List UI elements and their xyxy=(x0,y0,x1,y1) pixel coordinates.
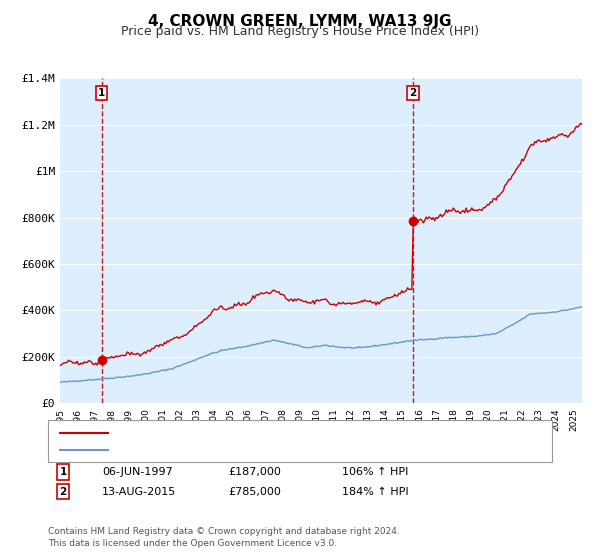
Text: 1: 1 xyxy=(98,88,106,98)
Text: 1: 1 xyxy=(59,467,67,477)
Text: 184% ↑ HPI: 184% ↑ HPI xyxy=(342,487,409,497)
Text: 4, CROWN GREEN, LYMM, WA13 9JG (detached house): 4, CROWN GREEN, LYMM, WA13 9JG (detached… xyxy=(114,428,415,438)
Text: Price paid vs. HM Land Registry's House Price Index (HPI): Price paid vs. HM Land Registry's House … xyxy=(121,25,479,38)
Text: 4, CROWN GREEN, LYMM, WA13 9JG: 4, CROWN GREEN, LYMM, WA13 9JG xyxy=(148,14,452,29)
Text: 2: 2 xyxy=(59,487,67,497)
Text: Contains HM Land Registry data © Crown copyright and database right 2024.
This d: Contains HM Land Registry data © Crown c… xyxy=(48,527,400,548)
Text: HPI: Average price, detached house, Warrington: HPI: Average price, detached house, Warr… xyxy=(114,445,382,455)
Text: 13-AUG-2015: 13-AUG-2015 xyxy=(102,487,176,497)
Text: 106% ↑ HPI: 106% ↑ HPI xyxy=(342,467,409,477)
Text: £187,000: £187,000 xyxy=(228,467,281,477)
Text: £785,000: £785,000 xyxy=(228,487,281,497)
Text: 06-JUN-1997: 06-JUN-1997 xyxy=(102,467,173,477)
Text: 2: 2 xyxy=(409,88,416,98)
